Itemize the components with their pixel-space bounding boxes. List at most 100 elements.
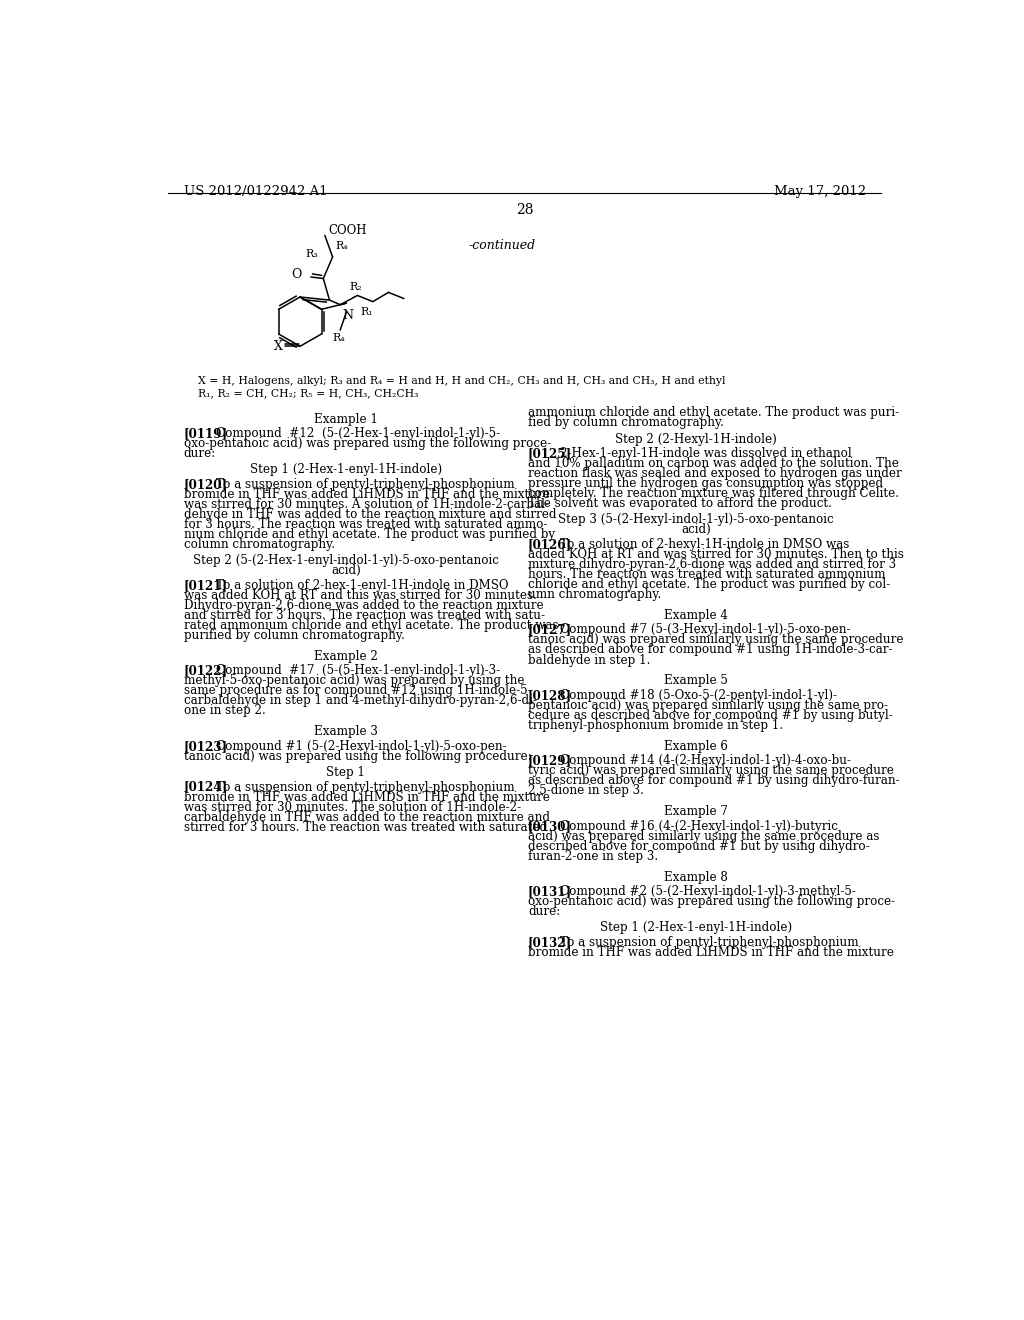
- Text: To a solution of 2-hex-1-enyl-1H-indole in DMSO: To a solution of 2-hex-1-enyl-1H-indole …: [216, 579, 509, 591]
- Text: 28: 28: [516, 203, 534, 216]
- Text: same procedure as for compound #12 using 1H-indole-5-: same procedure as for compound #12 using…: [183, 684, 531, 697]
- Text: Example 7: Example 7: [665, 805, 728, 818]
- Text: was stirred for 30 minutes. A solution of 1H-indole-2-carbal-: was stirred for 30 minutes. A solution o…: [183, 498, 549, 511]
- Text: pentanoic acid) was prepared similarly using the same pro-: pentanoic acid) was prepared similarly u…: [528, 700, 888, 711]
- Text: Example 8: Example 8: [665, 871, 728, 883]
- Text: as described above for compound #1 using 1H-indole-3-car-: as described above for compound #1 using…: [528, 644, 892, 656]
- Text: column chromatography.: column chromatography.: [183, 539, 335, 550]
- Text: [0123]: [0123]: [183, 739, 228, 752]
- Text: R₁: R₁: [360, 308, 373, 317]
- Text: O: O: [291, 268, 302, 281]
- Text: rated ammonium chloride and ethyl acetate. The product was: rated ammonium chloride and ethyl acetat…: [183, 619, 558, 632]
- Text: hours. The reaction was treated with saturated ammonium: hours. The reaction was treated with sat…: [528, 568, 886, 581]
- Text: X = H, Halogens, alkyl; R₃ and R₄ = H and H, H and CH₂, CH₃ and H, CH₃ and CH₃, : X = H, Halogens, alkyl; R₃ and R₄ = H an…: [198, 376, 725, 385]
- Text: Example 6: Example 6: [665, 739, 728, 752]
- Text: Example 3: Example 3: [313, 725, 378, 738]
- Text: reaction flask was sealed and exposed to hydrogen gas under: reaction flask was sealed and exposed to…: [528, 467, 902, 480]
- Text: Example 2: Example 2: [313, 649, 378, 663]
- Text: Step 2 (5-(2-Hex-1-enyl-indol-1-yl)-5-oxo-pentanoic: Step 2 (5-(2-Hex-1-enyl-indol-1-yl)-5-ox…: [193, 554, 499, 568]
- Text: fied by column chromatography.: fied by column chromatography.: [528, 416, 724, 429]
- Text: X: X: [274, 339, 283, 352]
- Text: dure:: dure:: [528, 906, 560, 919]
- Text: Compound  #12  (5-(2-Hex-1-enyl-indol-1-yl)-5-: Compound #12 (5-(2-Hex-1-enyl-indol-1-yl…: [216, 428, 501, 440]
- Text: nium chloride and ethyl acetate. The product was purified by: nium chloride and ethyl acetate. The pro…: [183, 528, 555, 541]
- Text: was stirred for 30 minutes. The solution of 1H-indole-2-: was stirred for 30 minutes. The solution…: [183, 800, 521, 813]
- Text: and 10% palladium on carbon was added to the solution. The: and 10% palladium on carbon was added to…: [528, 457, 899, 470]
- Text: [0132]: [0132]: [528, 936, 572, 949]
- Text: [0131]: [0131]: [528, 886, 572, 899]
- Text: R₄: R₄: [336, 240, 348, 251]
- Text: completely. The reaction mixture was filtered through Celite.: completely. The reaction mixture was fil…: [528, 487, 899, 500]
- Text: [0122]: [0122]: [183, 664, 228, 677]
- Text: as described above for compound #1 by using dihydro-furan-: as described above for compound #1 by us…: [528, 775, 899, 788]
- Text: [0124]: [0124]: [183, 780, 228, 793]
- Text: Compound #1 (5-(2-Hexyl-indol-1-yl)-5-oxo-pen-: Compound #1 (5-(2-Hexyl-indol-1-yl)-5-ox…: [216, 739, 507, 752]
- Text: oxo-pentanoic acid) was prepared using the following proce-: oxo-pentanoic acid) was prepared using t…: [183, 437, 551, 450]
- Text: added KOH at RT and was stirred for 30 minutes. Then to this: added KOH at RT and was stirred for 30 m…: [528, 548, 904, 561]
- Text: Step 1: Step 1: [327, 766, 366, 779]
- Text: baldehyde in step 1.: baldehyde in step 1.: [528, 653, 650, 667]
- Text: acid): acid): [331, 564, 360, 577]
- Text: acid) was prepared similarly using the same procedure as: acid) was prepared similarly using the s…: [528, 830, 880, 843]
- Text: furan-2-one in step 3.: furan-2-one in step 3.: [528, 850, 658, 863]
- Text: described above for compound #1 but by using dihydro-: described above for compound #1 but by u…: [528, 840, 869, 853]
- Text: To a suspension of pentyl-triphenyl-phosphonium: To a suspension of pentyl-triphenyl-phos…: [560, 936, 859, 949]
- Text: Compound #16 (4-(2-Hexyl-indol-1-yl)-butyric: Compound #16 (4-(2-Hexyl-indol-1-yl)-but…: [560, 820, 839, 833]
- Text: R₃: R₃: [306, 249, 318, 259]
- Text: 2-Hex-1-enyl-1H-indole was dissolved in ethanol: 2-Hex-1-enyl-1H-indole was dissolved in …: [560, 447, 852, 461]
- Text: Example 5: Example 5: [665, 675, 728, 688]
- Text: chloride and ethyl acetate. The product was purified by col-: chloride and ethyl acetate. The product …: [528, 578, 890, 591]
- Text: [0125]: [0125]: [528, 447, 572, 461]
- Text: bromide in THF was added LiHMDS in THF and the mixture: bromide in THF was added LiHMDS in THF a…: [183, 791, 550, 804]
- Text: cedure as described above for compound #1 by using butyl-: cedure as described above for compound #…: [528, 709, 893, 722]
- Text: Example 1: Example 1: [313, 412, 378, 425]
- Text: [0128]: [0128]: [528, 689, 572, 702]
- Text: ammonium chloride and ethyl acetate. The product was puri-: ammonium chloride and ethyl acetate. The…: [528, 407, 899, 420]
- Text: purified by column chromatography.: purified by column chromatography.: [183, 628, 404, 642]
- Text: To a suspension of pentyl-triphenyl-phosphonium: To a suspension of pentyl-triphenyl-phos…: [216, 780, 515, 793]
- Text: carbaldehyde in step 1 and 4-methyl-dihydro-pyran-2,6-di-: carbaldehyde in step 1 and 4-methyl-dihy…: [183, 694, 537, 708]
- Text: [0130]: [0130]: [528, 820, 571, 833]
- Text: [0120]: [0120]: [183, 478, 227, 491]
- Text: Step 2 (2-Hexyl-1H-indole): Step 2 (2-Hexyl-1H-indole): [615, 433, 777, 446]
- Text: bromide in THF was added LiHMDS in THF and the mixture: bromide in THF was added LiHMDS in THF a…: [528, 946, 894, 960]
- Text: stirred for 3 hours. The reaction was treated with saturated: stirred for 3 hours. The reaction was tr…: [183, 821, 547, 834]
- Text: Compound #7 (5-(3-Hexyl-indol-1-yl)-5-oxo-pen-: Compound #7 (5-(3-Hexyl-indol-1-yl)-5-ox…: [560, 623, 851, 636]
- Text: umn chromatography.: umn chromatography.: [528, 589, 662, 601]
- Text: To a solution of 2-hexyl-1H-indole in DMSO was: To a solution of 2-hexyl-1H-indole in DM…: [560, 539, 850, 550]
- Text: triphenyl-phosphonium bromide in step 1.: triphenyl-phosphonium bromide in step 1.: [528, 719, 783, 733]
- Text: carbaldehyde in THF was added to the reaction mixture and: carbaldehyde in THF was added to the rea…: [183, 810, 550, 824]
- Text: Compound #2 (5-(2-Hexyl-indol-1-yl)-3-methyl-5-: Compound #2 (5-(2-Hexyl-indol-1-yl)-3-me…: [560, 886, 856, 899]
- Text: methyl-5-oxo-pentanoic acid) was prepared by using the: methyl-5-oxo-pentanoic acid) was prepare…: [183, 675, 524, 688]
- Text: -continued: -continued: [469, 239, 537, 252]
- Text: Dihydro-pyran-2,6-dione was added to the reaction mixture: Dihydro-pyran-2,6-dione was added to the…: [183, 599, 544, 612]
- Text: acid): acid): [681, 524, 711, 536]
- Text: R₁, R₂ = CH, CH₂; R₅ = H, CH₃, CH₂CH₃: R₁, R₂ = CH, CH₂; R₅ = H, CH₃, CH₂CH₃: [198, 388, 418, 397]
- Text: [0129]: [0129]: [528, 755, 572, 767]
- Text: [0126]: [0126]: [528, 539, 572, 550]
- Text: bromide in THF was added LiHMDS in THF and the mixture: bromide in THF was added LiHMDS in THF a…: [183, 488, 550, 502]
- Text: tanoic acid) was prepared similarly using the same procedure: tanoic acid) was prepared similarly usin…: [528, 634, 903, 647]
- Text: one in step 2.: one in step 2.: [183, 705, 265, 717]
- Text: [0127]: [0127]: [528, 623, 572, 636]
- Text: N: N: [342, 309, 353, 322]
- Text: mixture dihydro-pyran-2,6-dione was added and stirred for 3: mixture dihydro-pyran-2,6-dione was adde…: [528, 558, 896, 572]
- Text: May 17, 2012: May 17, 2012: [774, 185, 866, 198]
- Text: R₂: R₂: [349, 282, 362, 293]
- Text: Compound  #17  (5-(5-Hex-1-enyl-indol-1-yl)-3-: Compound #17 (5-(5-Hex-1-enyl-indol-1-yl…: [216, 664, 501, 677]
- Text: Step 1 (2-Hex-1-enyl-1H-indole): Step 1 (2-Hex-1-enyl-1H-indole): [600, 921, 793, 935]
- Text: Step 1 (2-Hex-1-enyl-1H-indole): Step 1 (2-Hex-1-enyl-1H-indole): [250, 463, 441, 477]
- Text: dehyde in THF was added to the reaction mixture and stirred: dehyde in THF was added to the reaction …: [183, 508, 556, 521]
- Text: Compound #14 (4-(2-Hexyl-indol-1-yl)-4-oxo-bu-: Compound #14 (4-(2-Hexyl-indol-1-yl)-4-o…: [560, 755, 851, 767]
- Text: 2,5-dione in step 3.: 2,5-dione in step 3.: [528, 784, 644, 797]
- Text: Example 4: Example 4: [665, 609, 728, 622]
- Text: The solvent was evaporated to afford the product.: The solvent was evaporated to afford the…: [528, 498, 831, 511]
- Text: tyric acid) was prepared similarly using the same procedure: tyric acid) was prepared similarly using…: [528, 764, 894, 777]
- Text: for 3 hours. The reaction was treated with saturated ammo-: for 3 hours. The reaction was treated wi…: [183, 517, 547, 531]
- Text: oxo-pentanoic acid) was prepared using the following proce-: oxo-pentanoic acid) was prepared using t…: [528, 895, 895, 908]
- Text: [0121]: [0121]: [183, 579, 228, 591]
- Text: Step 3 (5-(2-Hexyl-indol-1-yl)-5-oxo-pentanoic: Step 3 (5-(2-Hexyl-indol-1-yl)-5-oxo-pen…: [558, 513, 834, 527]
- Text: Compound #18 (5-Oxo-5-(2-pentyl-indol-1-yl)-: Compound #18 (5-Oxo-5-(2-pentyl-indol-1-…: [560, 689, 838, 702]
- Text: and stirred for 3 hours. The reaction was treated with satu-: and stirred for 3 hours. The reaction wa…: [183, 609, 545, 622]
- Text: pressure until the hydrogen gas consumption was stopped: pressure until the hydrogen gas consumpt…: [528, 478, 883, 490]
